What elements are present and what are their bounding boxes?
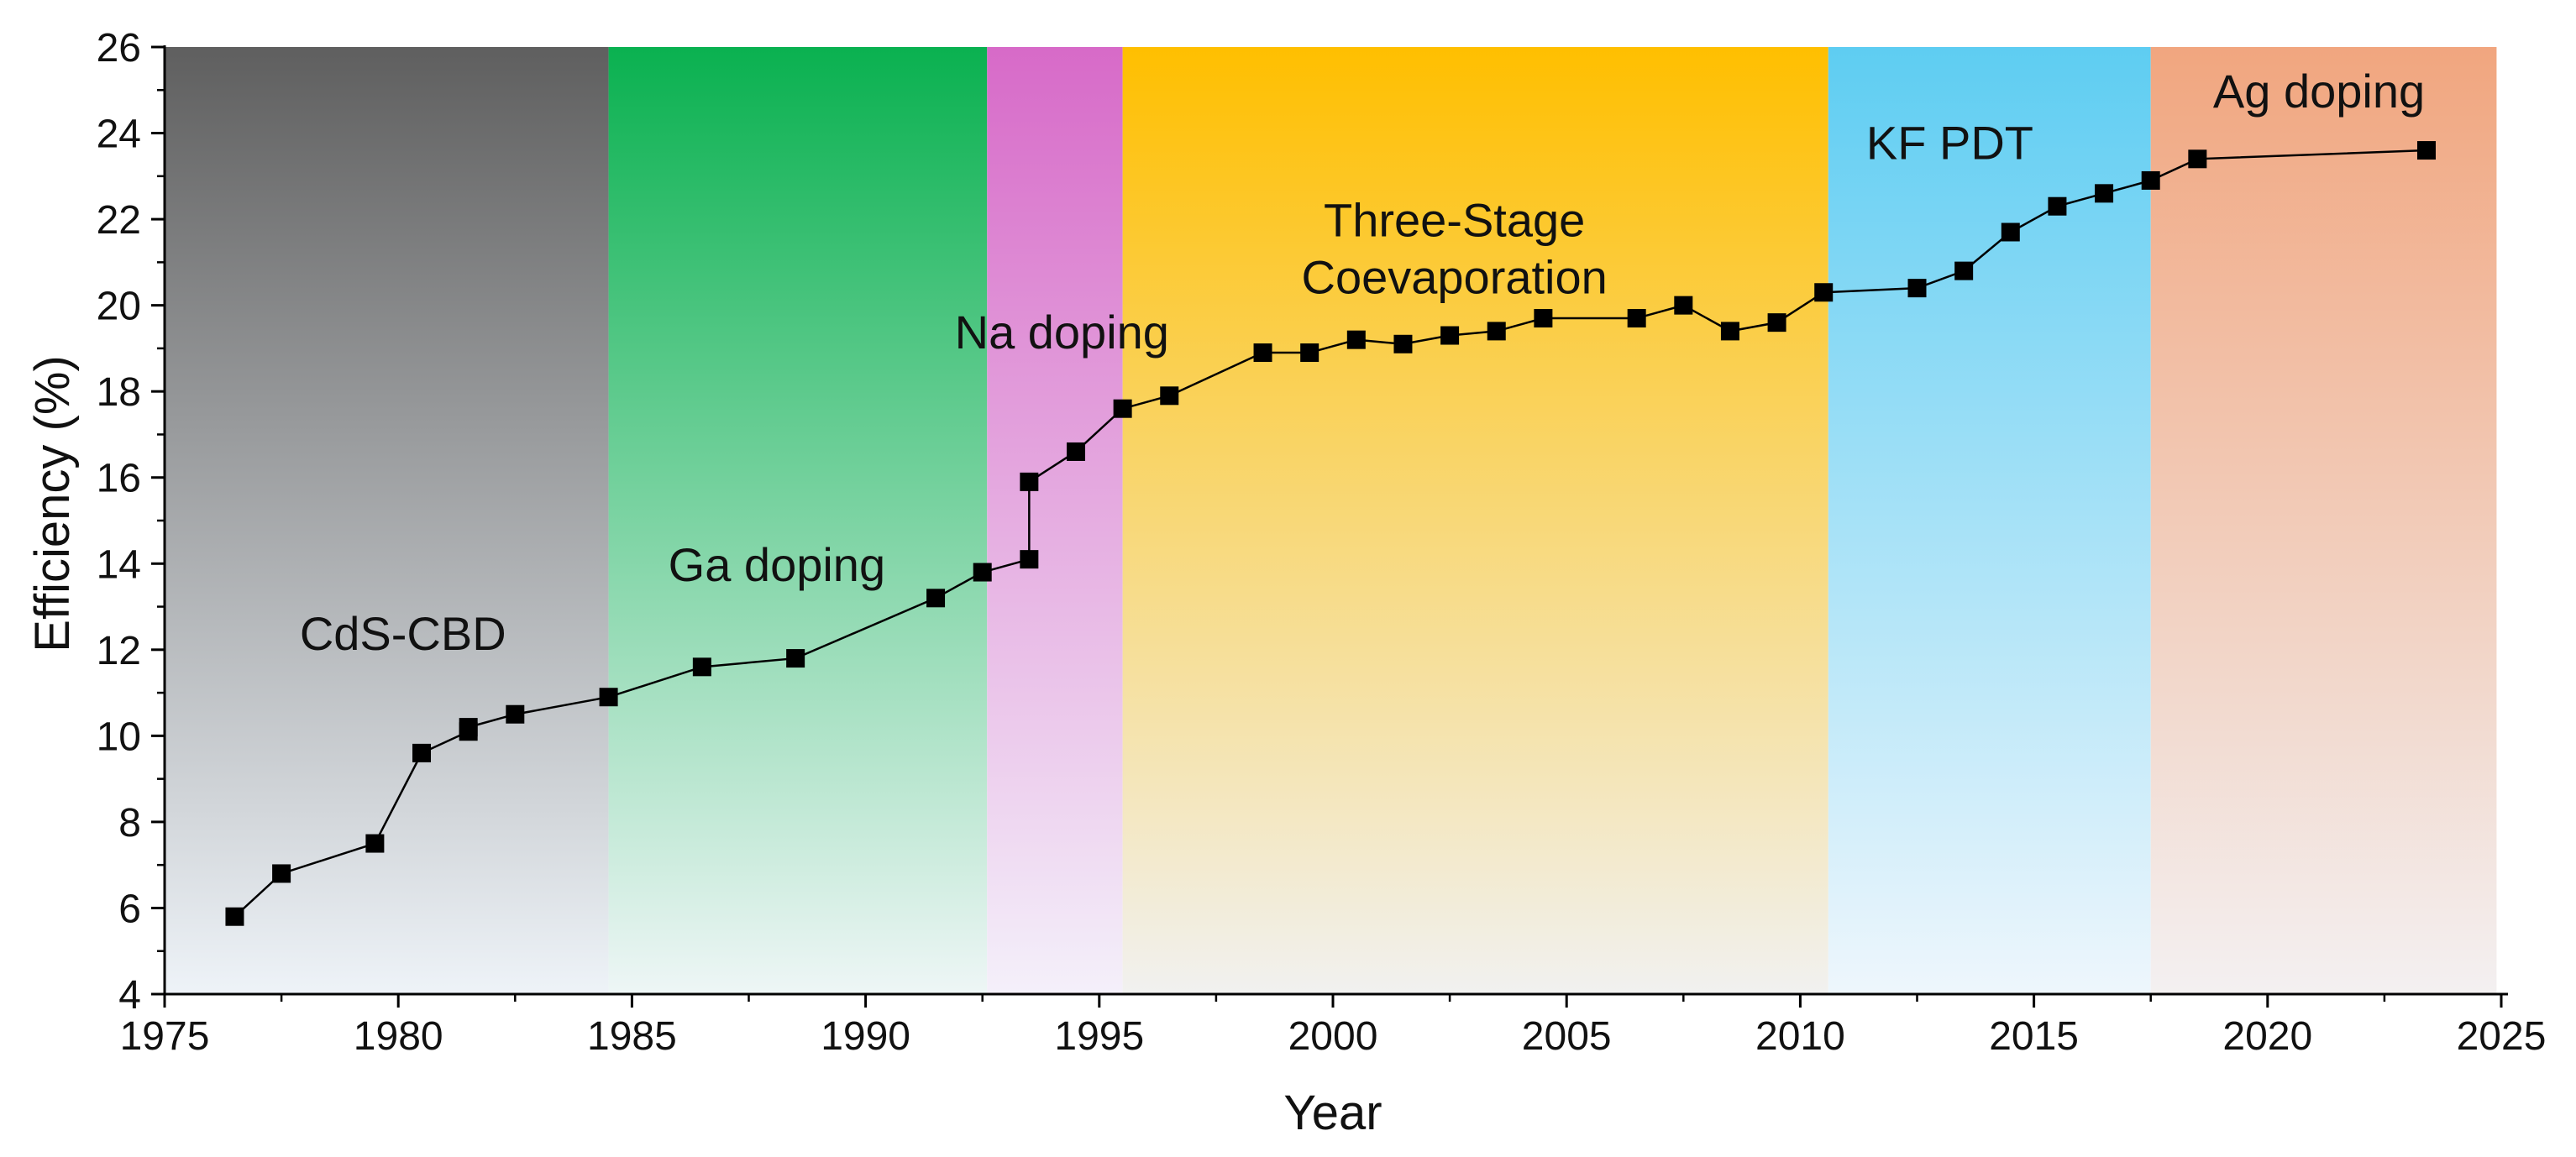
x-tick-label: 2005 (1522, 1014, 1612, 1059)
y-tick-label: 10 (97, 715, 141, 759)
data-point (1954, 261, 1974, 280)
x-tick-label: 1995 (1054, 1014, 1144, 1059)
data-point (926, 589, 946, 608)
region-band-three-stage-coevaporation (1122, 47, 1828, 994)
x-tick-label: 1985 (587, 1014, 677, 1059)
y-tick-label: 8 (118, 801, 141, 846)
data-point (365, 834, 385, 853)
data-point (2095, 184, 2114, 203)
data-point (1814, 283, 1834, 302)
data-point (2188, 149, 2207, 169)
data-point (692, 657, 711, 677)
data-point (1393, 334, 1413, 353)
data-point (506, 704, 525, 724)
x-tick-label: 2010 (1755, 1014, 1845, 1059)
data-point (1487, 322, 1506, 341)
data-point (2001, 222, 2020, 242)
data-point (1720, 322, 1739, 341)
region-label-ag-doping: Ag doping (2213, 65, 2425, 118)
data-point (1767, 313, 1786, 332)
region-bands (165, 47, 2497, 994)
data-point (1346, 330, 1366, 349)
data-point (1020, 472, 1039, 491)
x-tick-label: 1990 (821, 1014, 910, 1059)
y-tick-label: 18 (97, 370, 141, 415)
y-tick-label: 4 (118, 973, 141, 1018)
axes: 1975 1980 1985 1990 1995 2000 2005 2010 2015 2020… (97, 26, 2547, 1059)
region-label-cds-cbd: CdS-CBD (300, 607, 506, 660)
y-tick-label: 22 (97, 198, 141, 243)
region-label-kf-pdt: KF PDT (1866, 116, 2033, 169)
data-point (599, 688, 618, 707)
data-point (2048, 196, 2067, 216)
x-tick-label: 2020 (2222, 1014, 2312, 1059)
data-point (1674, 296, 1693, 315)
x-tick-label: 2000 (1288, 1014, 1378, 1059)
region-band-ag-doping (2150, 47, 2497, 994)
data-point (1627, 309, 1646, 328)
x-tick-label: 1975 (120, 1014, 210, 1059)
y-tick-label: 24 (97, 113, 141, 157)
data-point (1020, 550, 1039, 569)
data-point (272, 864, 291, 883)
y-tick-label: 6 (118, 887, 141, 931)
y-tick-label: 14 (97, 542, 141, 587)
region-label-na-doping: Na doping (955, 306, 1169, 359)
data-point (1066, 442, 1085, 461)
efficiency-series (225, 141, 2436, 926)
y-tick-label: 20 (97, 285, 141, 329)
region-band-cds-cbd (165, 47, 609, 994)
data-point (2416, 141, 2436, 160)
x-axis-title: Year (1283, 1086, 1382, 1140)
x-tick-label: 2015 (1989, 1014, 2079, 1059)
region-band-kf-pdt (1828, 47, 2151, 994)
region-labels: CdS-CBD Ga doping Na doping Three-Stage Coev… (300, 65, 2425, 660)
data-point (1440, 326, 1460, 345)
data-point (1300, 343, 1319, 363)
data-point (1253, 343, 1272, 363)
data-point (2141, 170, 2160, 190)
region-label-ga-doping: Ga doping (669, 538, 885, 591)
data-point (225, 907, 244, 926)
y-axis-title: Efficiency (%) (25, 355, 80, 652)
region-label-three-stage-coevaporation: Three-Stage Coevaporation (1302, 194, 1608, 304)
y-tick-label: 12 (97, 629, 141, 673)
data-point (786, 649, 805, 668)
region-band-na-doping (987, 47, 1123, 994)
x-tick-label: 2025 (2457, 1014, 2547, 1059)
x-tick-label: 1980 (354, 1014, 443, 1059)
data-point (1113, 399, 1132, 418)
data-point (1907, 279, 1927, 298)
y-tick-label: 16 (97, 457, 141, 501)
data-point (1534, 309, 1553, 328)
region-band-ga-doping (608, 47, 988, 994)
data-point (459, 718, 478, 737)
data-point (973, 563, 992, 582)
data-point (412, 743, 432, 762)
y-tick-label: 26 (97, 26, 141, 71)
data-point (1160, 386, 1179, 406)
